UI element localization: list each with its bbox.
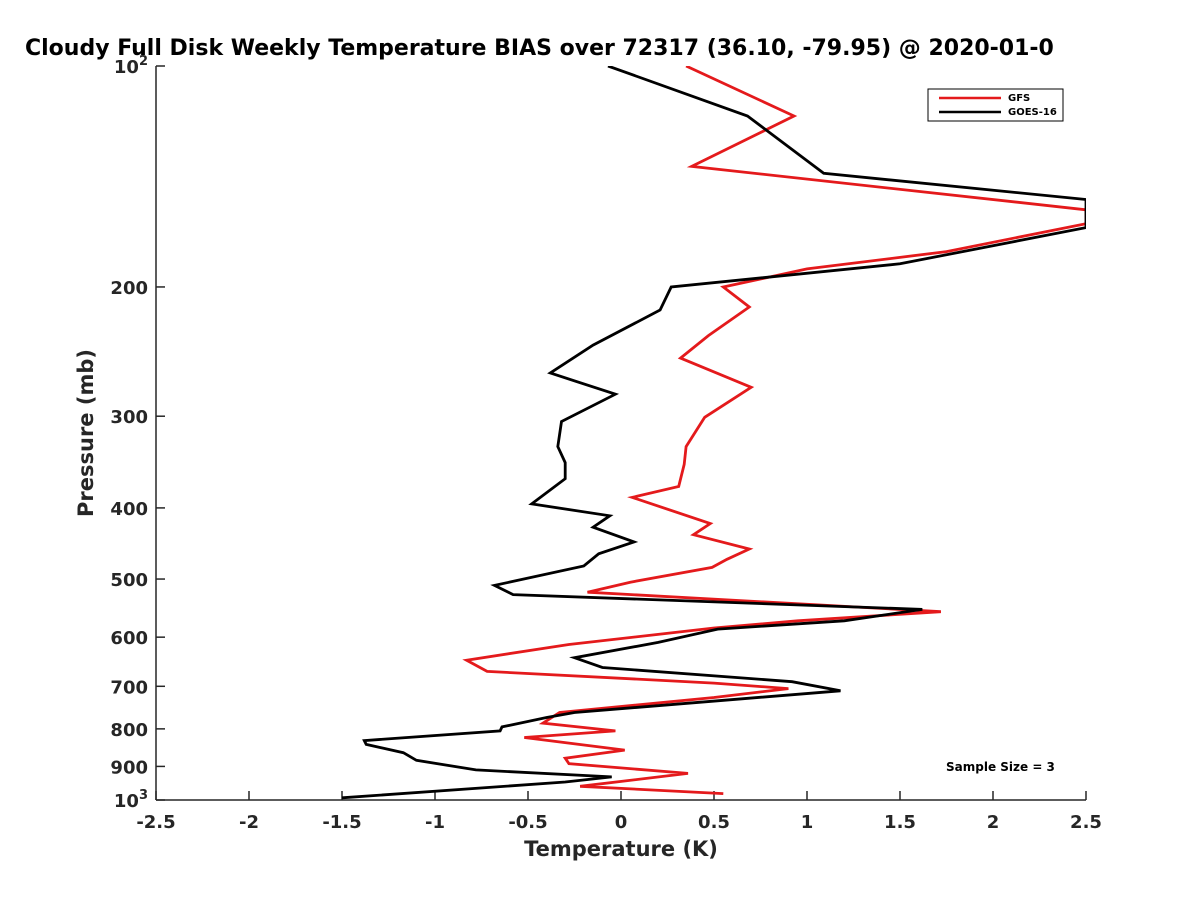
y-tick-label: 600 (110, 628, 148, 649)
y-tick-label: 400 (110, 499, 148, 520)
x-ticks: -2.5 -2 -1.5 -1 -0.5 0 0.5 1 1.5 2 2.5 (136, 791, 1102, 833)
x-tick-label: 2.5 (1070, 812, 1102, 833)
y-tick-label: 500 (110, 570, 148, 591)
series-lines (341, 66, 1086, 800)
x-tick-label: 0.5 (698, 812, 730, 833)
x-tick-label: 0 (615, 812, 628, 833)
y-tick-label: 102 (114, 54, 148, 78)
legend: GFS GOES-16 (927, 88, 1064, 122)
y-tick-label: 900 (110, 757, 148, 778)
legend-box (927, 88, 1064, 122)
legend-label-gfs: GFS (1008, 93, 1030, 104)
x-axis-label: Temperature (K) (524, 837, 718, 861)
plot-area: -2.5 -2 -1.5 -1 -0.5 0 0.5 1 1.5 2 2.5 102 200 300 40… (110, 54, 1102, 833)
x-tick-label: 2 (987, 812, 1000, 833)
x-tick-label: 1.5 (884, 812, 916, 833)
sample-size-annotation: Sample Size = 3 (946, 760, 1055, 774)
y-tick-label: 103 (114, 788, 148, 812)
x-tick-label: -2.5 (136, 812, 175, 833)
series-line-goes16 (341, 66, 1086, 800)
x-tick-label: -0.5 (508, 812, 547, 833)
x-tick-label: -1.5 (322, 812, 361, 833)
x-tick-label: 1 (801, 812, 814, 833)
y-tick-label: 700 (110, 677, 148, 698)
y-tick-label: 800 (110, 720, 148, 741)
y-axis-label: Pressure (mb) (74, 349, 98, 517)
chart-title: Cloudy Full Disk Weekly Temperature BIAS… (25, 36, 1054, 61)
y-tick-label: 200 (110, 278, 148, 299)
series-line-gfs (462, 66, 1086, 795)
x-tick-label: -2 (239, 812, 259, 833)
y-tick-label: 300 (110, 407, 148, 428)
x-tick-label: -1 (425, 812, 445, 833)
legend-label-goes16: GOES-16 (1008, 107, 1057, 118)
y-ticks: 102 200 300 400 500 600 700 800 900 103 (110, 54, 165, 812)
